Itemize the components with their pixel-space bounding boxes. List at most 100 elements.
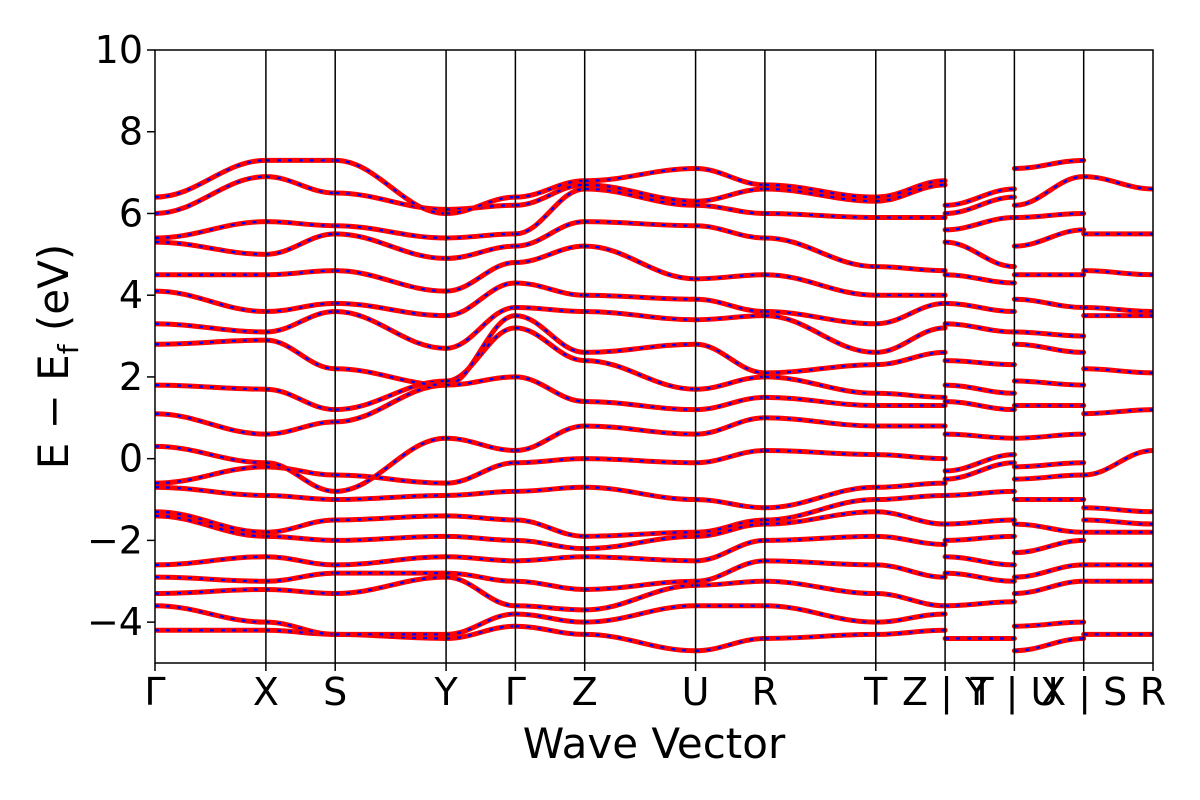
band-line-dash xyxy=(1014,343,1084,354)
band-line-dash xyxy=(945,600,1015,607)
band-line-dash xyxy=(584,167,696,182)
band-line-dash xyxy=(945,302,1015,313)
band-line-dash xyxy=(945,535,1015,542)
band-line-dash xyxy=(875,592,946,607)
x-tick-label: S xyxy=(323,670,347,714)
band-line-dash xyxy=(265,571,336,583)
y-tick-label: 8 xyxy=(119,110,143,154)
band-segment xyxy=(1011,157,1087,654)
band-line xyxy=(1081,447,1153,478)
y-axis-title-unit: (eV) xyxy=(29,244,78,345)
band-line-dash xyxy=(695,375,765,391)
band-line-dash xyxy=(335,514,447,522)
band-line-dash xyxy=(584,343,696,354)
band-line-dash xyxy=(764,449,876,456)
band-line-dash xyxy=(764,375,876,395)
x-tick-label: Z xyxy=(572,670,598,714)
x-tick-label: Y xyxy=(433,670,458,714)
band-line-dash xyxy=(584,424,696,436)
band-line-dash xyxy=(945,571,1015,583)
band-line-dash xyxy=(584,580,696,591)
band-line xyxy=(332,382,449,425)
x-tick-label: T | U xyxy=(969,670,1058,715)
band-line xyxy=(332,157,449,216)
band-line-dash xyxy=(446,375,516,387)
band-line-dash xyxy=(265,302,336,313)
band-line-dash xyxy=(446,625,516,640)
x-tick-label: Γ xyxy=(505,670,526,714)
band-line-dash xyxy=(1014,175,1084,207)
band-line-dash xyxy=(155,514,266,538)
band-line-dash xyxy=(1083,175,1153,191)
band-line-dash xyxy=(945,461,1015,481)
band-line-dash xyxy=(1014,522,1084,534)
band-line-dash xyxy=(945,216,1015,231)
band-line-dash xyxy=(155,220,266,240)
band-line-dash xyxy=(945,187,1015,207)
band-line-dash xyxy=(265,518,336,534)
band-line-dash xyxy=(875,179,946,199)
band-line xyxy=(693,341,768,376)
band-line-dash xyxy=(155,465,266,485)
band-line-dash xyxy=(764,363,876,374)
plot-area-frame xyxy=(154,49,1154,664)
y-axis: −4 −2 0 2 4 6 8 10 xyxy=(87,28,155,644)
band-line-dash xyxy=(335,367,447,387)
band-line-dash xyxy=(155,555,266,567)
band-line-dash xyxy=(584,400,696,411)
band-line-dash xyxy=(764,236,876,268)
band-line-dash xyxy=(515,245,585,264)
band-line-dash xyxy=(875,482,946,489)
band-line-dash xyxy=(584,220,696,227)
band-line-dash xyxy=(515,486,585,493)
y-tick-label: 10 xyxy=(95,28,143,72)
band-line xyxy=(942,239,1017,270)
band-line-dash xyxy=(695,314,765,321)
band-line-dash xyxy=(584,584,696,611)
band-line xyxy=(512,313,588,355)
band-line-dash xyxy=(335,232,447,260)
band-segment xyxy=(1081,174,1153,637)
band-line-dash xyxy=(945,518,1015,526)
band-line-dash xyxy=(155,604,266,624)
band-segment xyxy=(582,166,699,654)
band-line-dash xyxy=(155,384,266,391)
band-line-dash xyxy=(335,191,447,211)
band-line-dash xyxy=(695,518,765,534)
band-line-dash xyxy=(945,384,1015,395)
x-tick-label: R xyxy=(1140,670,1166,714)
band-line-dash xyxy=(695,298,765,313)
band-line-dash xyxy=(1083,408,1153,415)
band-line-dash xyxy=(1083,518,1153,526)
band-line xyxy=(512,423,588,453)
band-segment xyxy=(762,182,879,641)
band-line-dash xyxy=(764,559,876,567)
band-line-dash xyxy=(265,420,336,436)
band-line-dash xyxy=(155,175,266,215)
band-line-dash xyxy=(1083,367,1153,374)
band-line-dash xyxy=(1014,433,1084,440)
band-line-dash xyxy=(764,314,876,354)
band-line-dash xyxy=(515,518,585,538)
band-line-dash xyxy=(764,416,876,428)
x-tick-label: X xyxy=(253,670,279,714)
band-line xyxy=(512,186,588,237)
band-line xyxy=(873,325,948,355)
band-line-dash xyxy=(446,232,516,240)
band-line-dash xyxy=(446,576,516,607)
band-line-dash xyxy=(446,535,516,542)
band-line-dash xyxy=(265,494,336,501)
band-line-dash xyxy=(335,224,447,240)
band-line-dash xyxy=(875,326,946,354)
band-line-dash xyxy=(515,612,585,624)
band-line-dash xyxy=(695,204,765,215)
band-line-dash xyxy=(764,535,876,542)
band-line-dash xyxy=(875,265,946,272)
band-line-dash xyxy=(1014,473,1084,481)
band-line xyxy=(512,325,588,364)
band-line-dash xyxy=(584,457,696,464)
band-line-dash xyxy=(695,580,765,587)
y-tick-label: 2 xyxy=(119,355,143,399)
band-line-dash xyxy=(584,294,696,301)
